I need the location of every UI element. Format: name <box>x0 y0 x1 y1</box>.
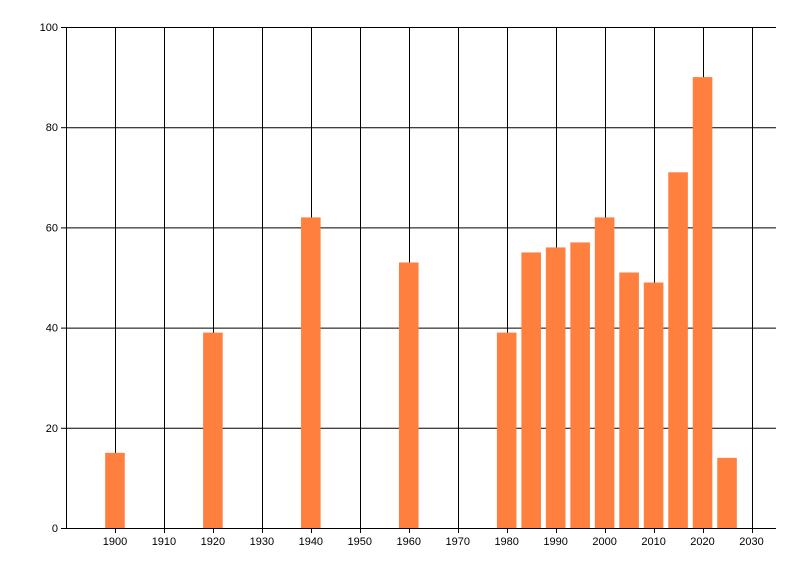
bar <box>619 272 639 528</box>
x-tick-label: 1910 <box>152 536 176 548</box>
x-tick-label: 2020 <box>690 536 714 548</box>
x-tick-label: 1970 <box>445 536 469 548</box>
y-tick-label: 20 <box>46 423 58 435</box>
x-tick-label: 1930 <box>250 536 274 548</box>
x-tick-label: 1960 <box>397 536 421 548</box>
y-tick-label: 0 <box>52 523 58 535</box>
x-tick-label: 2000 <box>592 536 616 548</box>
x-tick-label: 1980 <box>494 536 518 548</box>
bar <box>301 217 321 528</box>
bar <box>594 217 615 528</box>
x-tick-label: 2030 <box>739 536 763 548</box>
x-tick-label: 1920 <box>201 536 225 548</box>
x-tick-label: 2010 <box>641 536 665 548</box>
x-tick-label: 1950 <box>348 536 372 548</box>
bar <box>545 247 566 528</box>
y-tick-label: 80 <box>46 122 58 134</box>
bars <box>105 77 737 529</box>
bar <box>398 262 419 528</box>
bar <box>643 282 664 528</box>
bar <box>496 332 517 528</box>
bar <box>570 242 590 528</box>
bar <box>668 172 688 529</box>
y-tick-label: 60 <box>46 222 58 234</box>
x-tick-label: 1990 <box>543 536 567 548</box>
tick-labels: 0 20 40 60 80 100 1900 1910 1920 1930 1940 1950 1960… <box>40 22 764 548</box>
bar <box>105 452 125 528</box>
bar <box>717 457 737 528</box>
y-tick-label: 40 <box>46 323 58 335</box>
bar <box>692 77 713 528</box>
y-tick-label: 100 <box>40 22 58 34</box>
x-tick-label: 1940 <box>299 536 323 548</box>
bar <box>521 252 541 528</box>
axes <box>61 27 776 533</box>
bar <box>203 332 223 528</box>
x-tick-label: 1900 <box>103 536 127 548</box>
